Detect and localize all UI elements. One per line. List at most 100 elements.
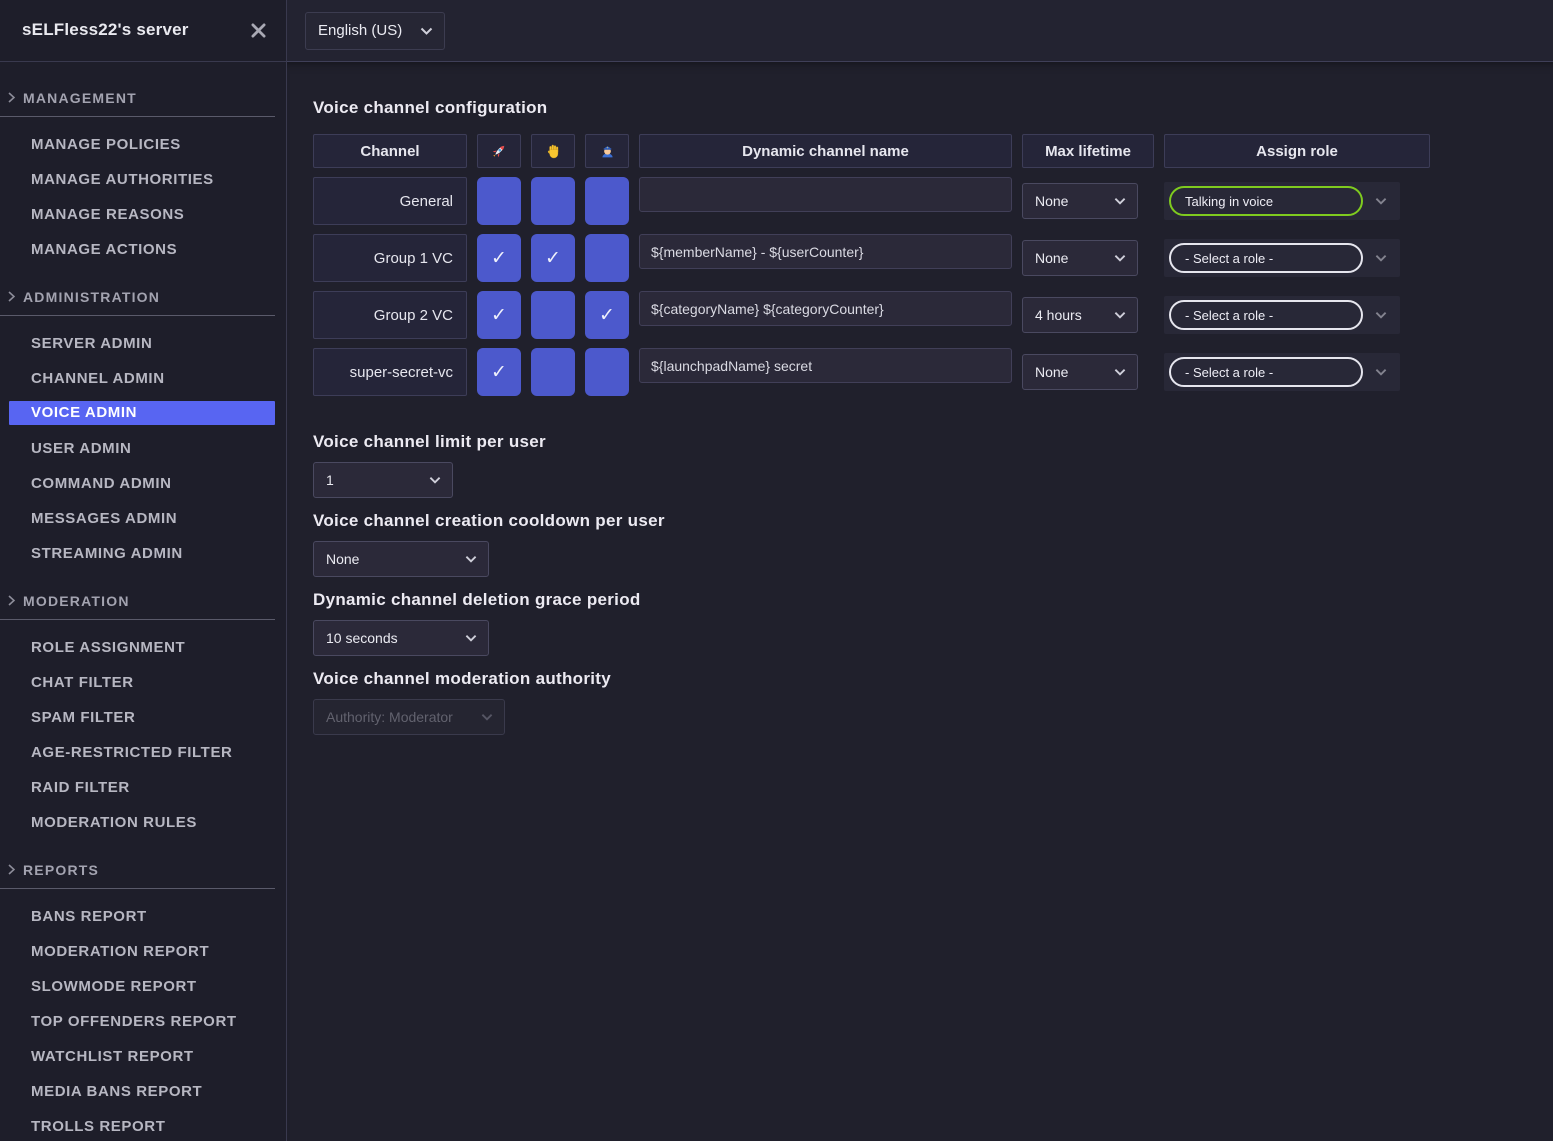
checkbox-hand[interactable]: ✓ [531, 234, 575, 282]
setting-label: Dynamic channel deletion grace period [313, 590, 641, 609]
voice-channel-limit-select[interactable]: 1 [313, 462, 453, 498]
chevron-down-icon [481, 713, 493, 721]
chevron-right-icon [8, 289, 16, 305]
role-pill[interactable]: - Select a role - [1169, 300, 1363, 330]
header-dynamic-channel-name: Dynamic channel name [639, 134, 1012, 168]
sidebar-header: sELFless22's server [0, 0, 286, 62]
sidebar-item-role-assignment[interactable]: ROLE ASSIGNMENT [31, 638, 186, 656]
section-moderation-header[interactable]: MODERATION [0, 585, 286, 619]
section-management-header[interactable]: MANAGEMENT [0, 82, 286, 116]
checkbox-police[interactable] [585, 348, 629, 396]
chevron-right-icon [8, 593, 16, 609]
chevron-down-icon [1114, 311, 1126, 319]
max-lifetime-select[interactable]: 4 hours [1022, 297, 1138, 333]
checkbox-hand[interactable] [531, 177, 575, 225]
section-management: MANAGEMENT MANAGE POLICIES MANAGE AUTHOR… [0, 82, 286, 267]
chevron-down-icon [429, 476, 441, 484]
role-pill[interactable]: - Select a role - [1169, 357, 1363, 387]
table-header-row: Channel Dynamic channel name Max lifetim… [313, 134, 1553, 168]
dynamic-channel-name-input[interactable] [639, 291, 1012, 326]
sidebar-item-voice-admin[interactable]: VOICE ADMIN [9, 400, 275, 425]
sidebar-item-media-bans-report[interactable]: MEDIA BANS REPORT [31, 1082, 203, 1100]
police-officer-icon [585, 134, 629, 168]
chevron-down-icon [1114, 254, 1126, 262]
chevron-down-icon [420, 27, 433, 35]
creation-cooldown-select[interactable]: None [313, 541, 489, 577]
sidebar-item-moderation-report[interactable]: MODERATION REPORT [31, 942, 210, 960]
sidebar-item-messages-admin[interactable]: MESSAGES ADMIN [31, 509, 178, 527]
table-row-group-1-vc: Group 1 VC ✓ ✓ None - Select a role - [313, 234, 1553, 282]
sidebar-item-age-restricted-filter[interactable]: AGE-RESTRICTED FILTER [31, 743, 233, 761]
checkbox-police[interactable]: ✓ [585, 291, 629, 339]
section-reports-header[interactable]: REPORTS [0, 854, 286, 888]
max-lifetime-select[interactable]: None [1022, 354, 1138, 390]
chevron-down-icon [1375, 254, 1387, 262]
chevron-down-icon [465, 634, 477, 642]
max-lifetime-select[interactable]: None [1022, 183, 1138, 219]
sidebar-item-user-admin[interactable]: USER ADMIN [31, 439, 132, 457]
section-administration-header[interactable]: ADMINISTRATION [0, 281, 286, 315]
role-pill[interactable]: Talking in voice [1169, 186, 1363, 216]
sidebar-item-server-admin[interactable]: SERVER ADMIN [31, 334, 153, 352]
sidebar-item-slowmode-report[interactable]: SLOWMODE REPORT [31, 977, 197, 995]
sidebar: sELFless22's server MANAGEMENT MANAGE PO… [0, 0, 287, 1141]
max-lifetime-select[interactable]: None [1022, 240, 1138, 276]
raised-hand-icon [531, 134, 575, 168]
assign-role-picker[interactable]: - Select a role - [1164, 239, 1400, 277]
sidebar-item-streaming-admin[interactable]: STREAMING ADMIN [31, 544, 183, 562]
content: Voice channel configuration Channel Dyna… [287, 62, 1553, 1141]
section-administration: ADMINISTRATION SERVER ADMIN CHANNEL ADMI… [0, 281, 286, 571]
assign-role-picker[interactable]: Talking in voice [1164, 182, 1400, 220]
sidebar-item-bans-report[interactable]: BANS REPORT [31, 907, 147, 925]
close-icon[interactable] [248, 20, 268, 40]
assign-role-picker[interactable]: - Select a role - [1164, 296, 1400, 334]
table-row-general: General None Talking in voice [313, 177, 1553, 225]
header-channel: Channel [313, 134, 467, 168]
checkbox-rocket[interactable]: ✓ [477, 348, 521, 396]
assign-role-picker[interactable]: - Select a role - [1164, 353, 1400, 391]
divider [0, 314, 275, 316]
sidebar-item-raid-filter[interactable]: RAID FILTER [31, 778, 130, 796]
chevron-down-icon [1114, 197, 1126, 205]
sidebar-item-command-admin[interactable]: COMMAND ADMIN [31, 474, 172, 492]
checkbox-rocket[interactable]: ✓ [477, 291, 521, 339]
dynamic-channel-name-input[interactable] [639, 234, 1012, 269]
sidebar-item-manage-policies[interactable]: MANAGE POLICIES [31, 135, 181, 153]
sidebar-item-watchlist-report[interactable]: WATCHLIST REPORT [31, 1047, 194, 1065]
table-row-group-2-vc: Group 2 VC ✓ ✓ 4 hours - Select a role - [313, 291, 1553, 339]
sidebar-item-moderation-rules[interactable]: MODERATION RULES [31, 813, 197, 831]
sidebar-item-spam-filter[interactable]: SPAM FILTER [31, 708, 136, 726]
topbar: English (US) [287, 0, 1553, 62]
divider [0, 618, 275, 620]
divider [0, 887, 275, 889]
sidebar-item-top-offenders-report[interactable]: TOP OFFENDERS REPORT [31, 1012, 237, 1030]
checkbox-rocket[interactable]: ✓ [477, 234, 521, 282]
grace-period-select[interactable]: 10 seconds [313, 620, 489, 656]
chevron-down-icon [465, 555, 477, 563]
checkbox-police[interactable] [585, 177, 629, 225]
sidebar-item-channel-admin[interactable]: CHANNEL ADMIN [31, 369, 165, 387]
settings: Voice channel limit per user 1 Voice cha… [313, 432, 1553, 735]
checkbox-rocket[interactable] [477, 177, 521, 225]
language-select[interactable]: English (US) [305, 11, 445, 50]
role-pill[interactable]: - Select a role - [1169, 243, 1363, 273]
checkbox-police[interactable] [585, 234, 629, 282]
language-select-value: English (US) [318, 22, 403, 39]
sidebar-item-chat-filter[interactable]: CHAT FILTER [31, 673, 134, 691]
setting-moderation-authority: Voice channel moderation authority Autho… [313, 669, 1553, 735]
sidebar-item-trolls-report[interactable]: TROLLS REPORT [31, 1117, 166, 1135]
sidebar-item-manage-actions[interactable]: MANAGE ACTIONS [31, 240, 178, 258]
checkbox-hand[interactable] [531, 348, 575, 396]
chevron-down-icon [1375, 197, 1387, 205]
header-assign-role: Assign role [1164, 134, 1430, 168]
chevron-right-icon [8, 90, 16, 106]
sidebar-item-manage-reasons[interactable]: MANAGE REASONS [31, 205, 185, 223]
checkbox-hand[interactable] [531, 291, 575, 339]
dynamic-channel-name-input[interactable] [639, 177, 1012, 212]
dynamic-channel-name-input[interactable] [639, 348, 1012, 383]
sidebar-nav: MANAGEMENT MANAGE POLICIES MANAGE AUTHOR… [0, 62, 286, 1141]
chevron-down-icon [1375, 368, 1387, 376]
sidebar-item-manage-authorities[interactable]: MANAGE AUTHORITIES [31, 170, 214, 188]
setting-label: Voice channel limit per user [313, 432, 546, 451]
